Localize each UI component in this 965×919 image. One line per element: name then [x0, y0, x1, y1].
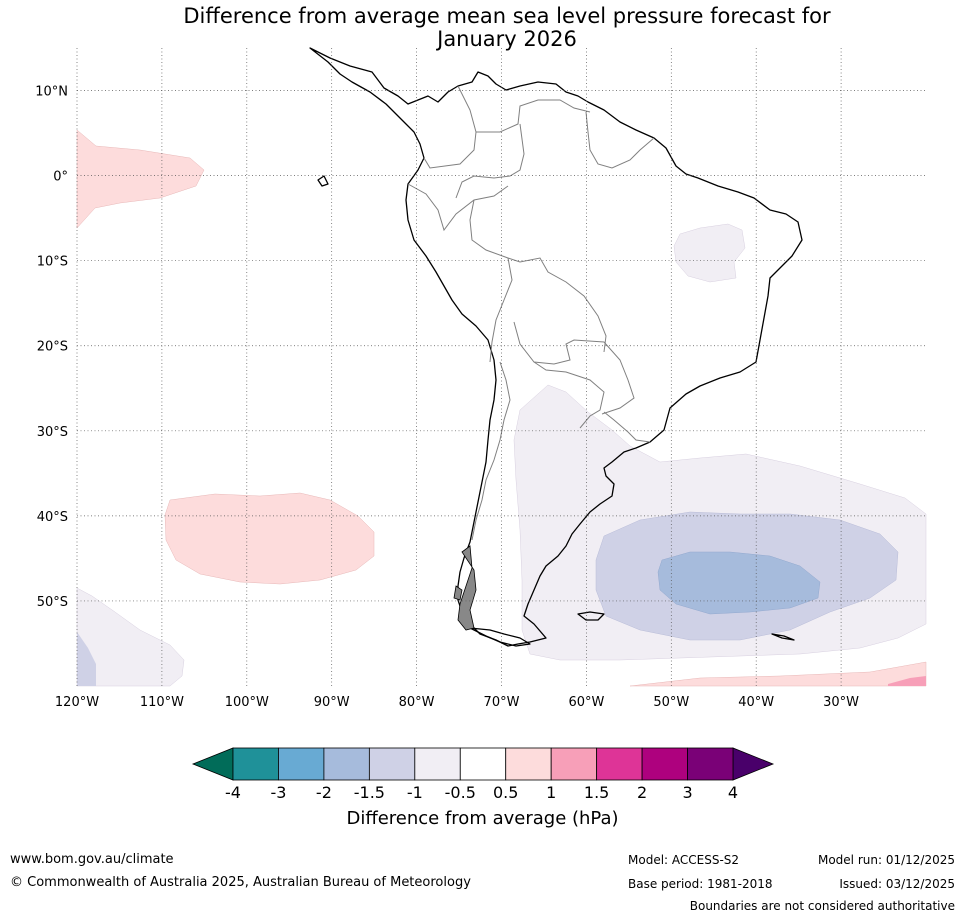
falkland-islands [577, 611, 605, 621]
gridlines [76, 48, 926, 686]
negative-anomaly-southwest-pacific [76, 587, 185, 687]
positive-anomaly-southern-edge-strong [888, 676, 926, 686]
colorbar-segment [323, 747, 370, 781]
colorbar-tick-label: -0.5 [445, 783, 476, 802]
country-borders [407, 85, 655, 541]
colorbar-tick-label: -1 [407, 783, 423, 802]
longitude-labels: 120°W 110°W 100°W 90°W 80°W 70°W 60°W 50°W 40°W 3… [55, 695, 859, 710]
colorbar-segment [641, 747, 688, 781]
colorbar-segment [687, 747, 734, 781]
colorbar-over-arrow [732, 747, 775, 781]
colorbar-title: Difference from average (hPa) [346, 808, 619, 829]
south-america-coastline [309, 47, 803, 647]
colorbar-segment [278, 747, 325, 781]
colorbar-tick-label: 3 [682, 783, 692, 802]
model-run-text: Model run: 01/12/2025 [817, 853, 955, 867]
latitude-label: 30°S [37, 425, 68, 440]
longitude-label: 60°W [568, 695, 604, 710]
anomaly-regions [76, 129, 927, 687]
latitude-labels: 10°N 0° 10°S 20°S 30°S 40°S 50°S [35, 85, 68, 610]
tierra-del-fuego-coast [469, 627, 531, 647]
colorbar-segment [232, 747, 279, 781]
longitude-label: 70°W [484, 695, 520, 710]
colorbar-tick-label: 4 [728, 783, 738, 802]
colorbar-segment [550, 747, 598, 781]
colorbar-tick-label: -3 [270, 783, 286, 802]
longitude-label: 100°W [225, 695, 269, 710]
coastlines [309, 47, 803, 647]
chilean-fjords [453, 545, 477, 631]
boundaries-disclaimer: Boundaries are not considered authoritat… [689, 899, 955, 913]
colorbar-tick-label: -4 [225, 783, 241, 802]
base-period-text: Base period: 1981-2018 [628, 877, 773, 891]
colorbar-segment [459, 747, 507, 781]
title-line-2: January 2026 [437, 27, 577, 51]
colorbar-segment [368, 747, 416, 781]
negative-anomaly-brazil [673, 223, 746, 283]
longitude-label: 90°W [314, 695, 350, 710]
colorbar-segment [505, 747, 552, 781]
galapagos-islands [317, 175, 329, 187]
colorbar-tick-label: -2 [316, 783, 332, 802]
positive-anomaly-southeast-pacific [164, 492, 375, 585]
issued-text: Issued: 03/12/2025 [839, 877, 955, 891]
latitude-label: 0° [53, 170, 68, 185]
colorbar-tick-label: 2 [637, 783, 647, 802]
latitude-label: 40°S [37, 510, 68, 525]
longitude-label: 80°W [399, 695, 435, 710]
longitude-label: 120°W [55, 695, 99, 710]
longitude-label: 110°W [140, 695, 184, 710]
positive-anomaly-equatorial-pacific [76, 129, 205, 229]
south-georgia [771, 633, 795, 641]
title-line-1: Difference from average mean sea level p… [183, 4, 831, 28]
negative-anomaly-southwest-pacific-inner [77, 632, 96, 686]
chart-title: Difference from average mean sea level p… [0, 5, 965, 51]
positive-anomaly-southern-edge [629, 661, 927, 687]
latitude-label: 10°S [37, 255, 68, 270]
longitude-label: 50°W [653, 695, 689, 710]
longitude-label: 30°W [823, 695, 859, 710]
website-link[interactable]: www.bom.gov.au/climate [10, 852, 174, 867]
latitude-label: 50°S [37, 595, 68, 610]
colorbar-segment [596, 747, 643, 781]
negative-anomaly-south-atlantic-core [657, 551, 821, 615]
copyright-text: © Commonwealth of Australia 2025, Austra… [10, 875, 471, 890]
model-text: Model: ACCESS-S2 [628, 853, 740, 867]
colorbar-tick-label: -1.5 [354, 783, 385, 802]
longitude-label: 40°W [738, 695, 774, 710]
colorbar-tick-label: 1 [546, 783, 556, 802]
colorbar-segment [414, 747, 461, 781]
colorbar-tick-label: 0.5 [493, 783, 518, 802]
colorbar-tick-label: 1.5 [584, 783, 609, 802]
colorbar-under-arrow [191, 747, 234, 781]
latitude-label: 10°N [35, 85, 68, 100]
latitude-label: 20°S [37, 340, 68, 355]
colorbar: -4 -3 -2 -1.5 -1 -0.5 0.5 1 1.5 2 3 4 [191, 747, 775, 802]
